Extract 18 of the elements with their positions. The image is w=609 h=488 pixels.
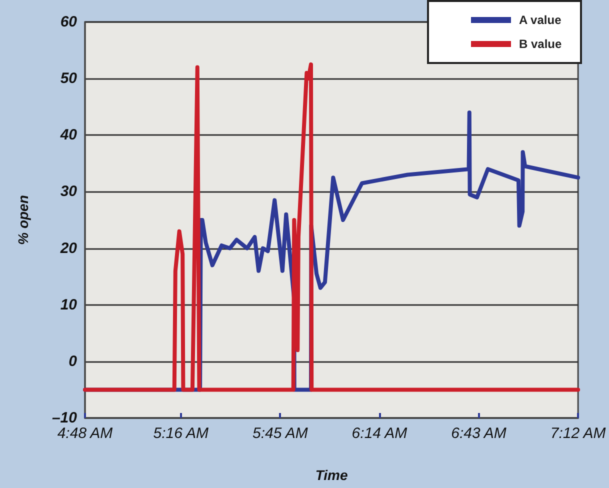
y-tick-label: 40: [59, 126, 78, 144]
y-tick-label: 60: [60, 14, 78, 30]
y-tick-label: 20: [59, 240, 78, 257]
y-tick-label: 50: [60, 70, 78, 88]
y-tick-label: –10: [52, 410, 78, 426]
y-tick-label: 30: [60, 183, 78, 200]
legend-label: A value: [519, 13, 562, 27]
x-tick-label: 7:12 AM: [550, 425, 606, 442]
x-tick-label: 5:16 AM: [153, 425, 210, 442]
x-tick-label: 5:45 AM: [252, 425, 308, 442]
y-tick-label: 10: [60, 296, 78, 314]
x-tick-label: 6:43 AM: [451, 425, 507, 442]
y-axis-title: % open: [15, 195, 31, 245]
x-axis-title: Time: [315, 467, 348, 483]
y-tick-label: 0: [68, 352, 78, 370]
legend-label: B value: [519, 37, 562, 51]
x-tick-label: 6:14 AM: [352, 425, 408, 442]
x-tick-label: 4:48 AM: [57, 425, 114, 442]
